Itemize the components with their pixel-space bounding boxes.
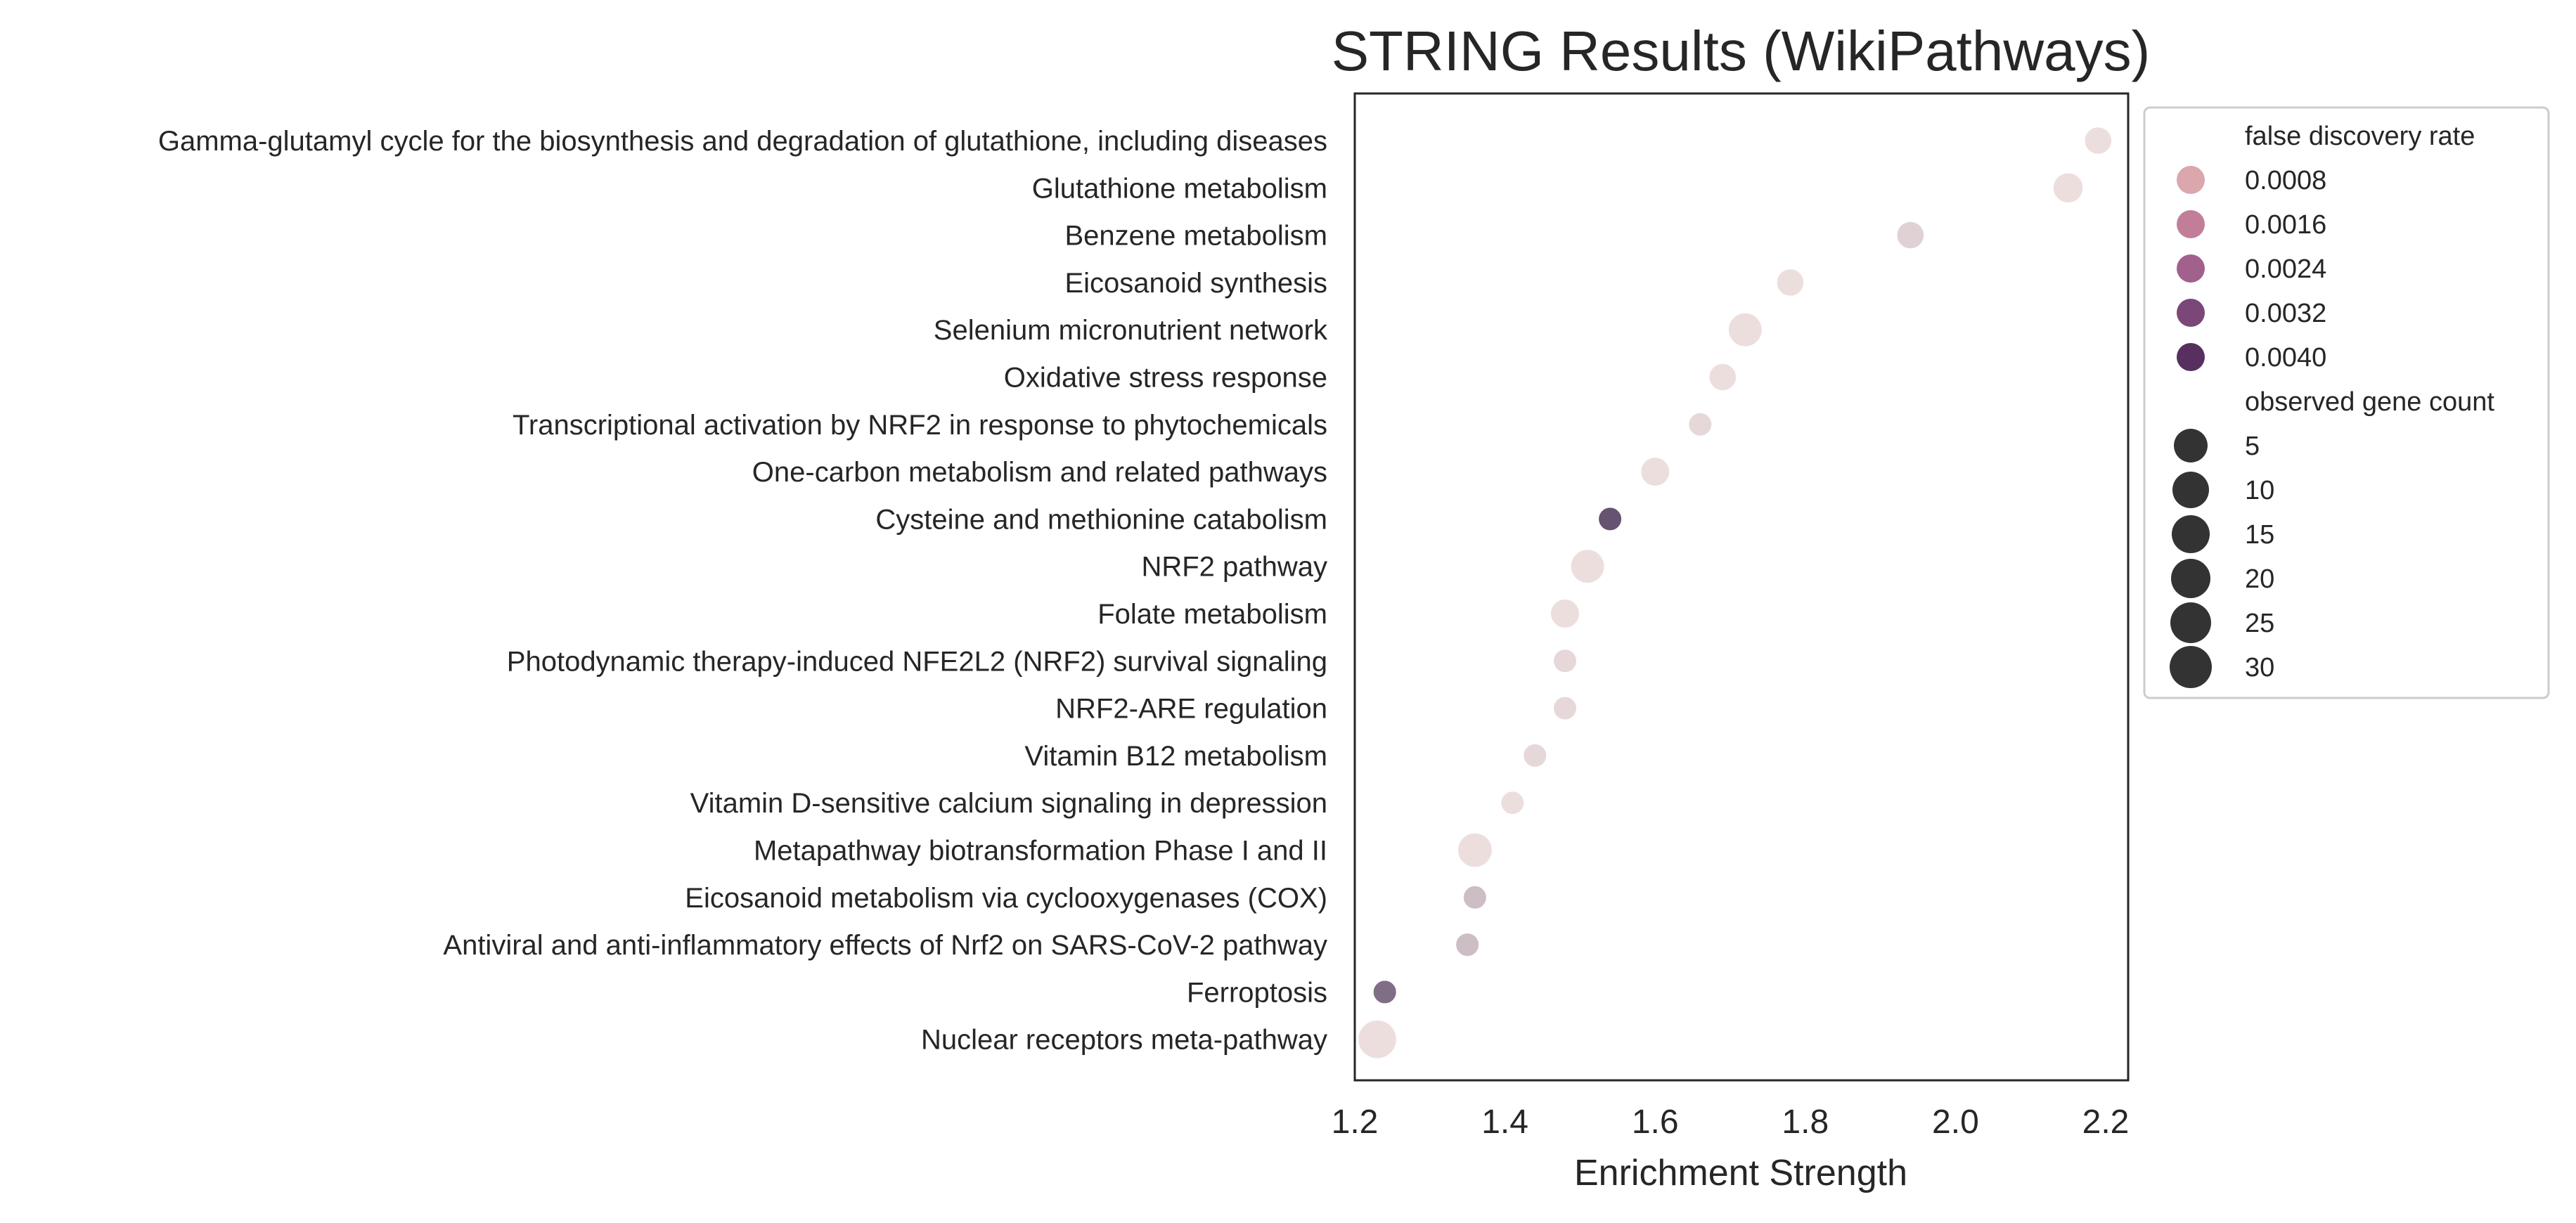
chart-title: STRING Results (WikiPathways) xyxy=(1332,20,2151,82)
legend-hue-label: 0.0008 xyxy=(2245,166,2326,195)
legend-hue-label: 0.0016 xyxy=(2245,210,2326,240)
y-tick-label: NRF2-ARE regulation xyxy=(1055,694,1327,725)
y-tick-label: One-carbon metabolism and related pathwa… xyxy=(752,457,1327,488)
scatter-point xyxy=(1462,884,1488,910)
x-tick-label: 1.8 xyxy=(1782,1104,1829,1141)
y-tick-label: Eicosanoid synthesis xyxy=(1064,268,1327,299)
x-axis-ticks: 1.2 1.4 1.6 1.8 2.0 2.2 xyxy=(1332,1104,2130,1141)
legend: false discovery rate 0.0008 0.0016 0.0024 0.… xyxy=(2143,106,2550,699)
scatter-point xyxy=(1522,742,1548,768)
legend-size-swatch xyxy=(2172,515,2210,553)
legend-hue-label: 0.0032 xyxy=(2245,299,2326,328)
y-tick-label: Selenium micronutrient network xyxy=(934,315,1328,346)
scatter-point xyxy=(1372,979,1398,1005)
y-tick-label: Vitamin D-sensitive calcium signaling in… xyxy=(690,788,1327,819)
y-tick-label: Photodynamic therapy-induced NFE2L2 (NRF… xyxy=(507,646,1327,677)
x-tick-label: 2.2 xyxy=(2082,1104,2130,1141)
y-tick-label: Cysteine and methionine catabolism xyxy=(875,504,1327,535)
scatter-point xyxy=(1895,220,1926,250)
legend-size-label: 20 xyxy=(2245,564,2274,594)
y-tick-label: Gamma-glutamyl cycle for the biosynthesi… xyxy=(158,126,1327,157)
legend-hue-swatch xyxy=(2177,343,2205,371)
y-tick-label: Glutathione metabolism xyxy=(1032,173,1327,204)
scatter-point xyxy=(1357,1018,1398,1060)
legend-size-swatch xyxy=(2174,429,2208,462)
scatter-point xyxy=(2052,172,2085,205)
legend-size-label: 25 xyxy=(2245,609,2274,638)
legend-size-label: 15 xyxy=(2245,520,2274,550)
scatter-point xyxy=(1597,506,1623,532)
legend-size-swatch xyxy=(2170,646,2212,688)
scatter-point xyxy=(1727,311,1763,348)
scatter-point xyxy=(1500,790,1526,816)
y-tick-label: Eicosanoid metabolism via cyclooxygenase… xyxy=(685,883,1327,914)
x-axis-label: Enrichment Strength xyxy=(1574,1153,1907,1193)
x-tick-label: 1.6 xyxy=(1632,1104,1679,1141)
x-tick-label: 1.2 xyxy=(1332,1104,1379,1141)
category-labels: Gamma-glutamyl cycle for the biosynthesi… xyxy=(158,126,1328,1056)
scatter-point xyxy=(1455,932,1481,958)
y-tick-label: Folate metabolism xyxy=(1097,599,1327,630)
legend-size-swatch xyxy=(2172,472,2209,508)
legend-size-label: 5 xyxy=(2245,432,2260,461)
scatter-point xyxy=(1775,268,1805,297)
scatter-point xyxy=(2083,126,2113,155)
scatter-point xyxy=(1569,548,1606,585)
scatter-point xyxy=(1552,648,1578,674)
scatter-point xyxy=(1550,598,1580,629)
scatter-point xyxy=(1552,695,1578,721)
y-tick-label: Ferroptosis xyxy=(1187,977,1327,1008)
x-tick-label: 2.0 xyxy=(1932,1104,1979,1141)
legend-hue-label: 0.0040 xyxy=(2245,343,2326,373)
legend-frame xyxy=(2143,106,2550,699)
data-points xyxy=(1357,126,2113,1060)
y-tick-label: Metapathway biotransformation Phase I an… xyxy=(754,836,1327,867)
legend-hue-label: 0.0024 xyxy=(2245,254,2326,284)
scatter-point xyxy=(1640,456,1671,488)
legend-size-swatch xyxy=(2170,602,2211,643)
legend-hue-swatch xyxy=(2177,210,2205,238)
x-tick-label: 1.4 xyxy=(1481,1104,1528,1141)
legend-hue-swatch xyxy=(2177,166,2205,194)
y-tick-label: Antiviral and anti-inflammatory effects … xyxy=(443,930,1327,961)
legend-size-swatch xyxy=(2171,559,2210,598)
scatter-point xyxy=(1687,411,1713,437)
legend-hue-title: false discovery rate xyxy=(2245,122,2475,151)
legend-size-label: 30 xyxy=(2245,653,2274,682)
scatter-point xyxy=(1708,362,1738,392)
plot-frame xyxy=(1353,92,2130,1082)
y-tick-label: Transcriptional activation by NRF2 in re… xyxy=(513,410,1327,441)
y-tick-label: Oxidative stress response xyxy=(1004,363,1327,394)
legend-size-label: 10 xyxy=(2245,476,2274,505)
y-tick-label: NRF2 pathway xyxy=(1141,552,1327,583)
scatter-point xyxy=(1457,831,1493,869)
legend-size-title: observed gene count xyxy=(2245,387,2494,417)
y-tick-label: Benzene metabolism xyxy=(1064,221,1327,252)
y-tick-label: Nuclear receptors meta-pathway xyxy=(921,1025,1327,1056)
legend-hue-swatch xyxy=(2177,254,2205,283)
legend-hue-swatch xyxy=(2177,299,2205,327)
y-tick-label: Vitamin B12 metabolism xyxy=(1024,741,1327,772)
